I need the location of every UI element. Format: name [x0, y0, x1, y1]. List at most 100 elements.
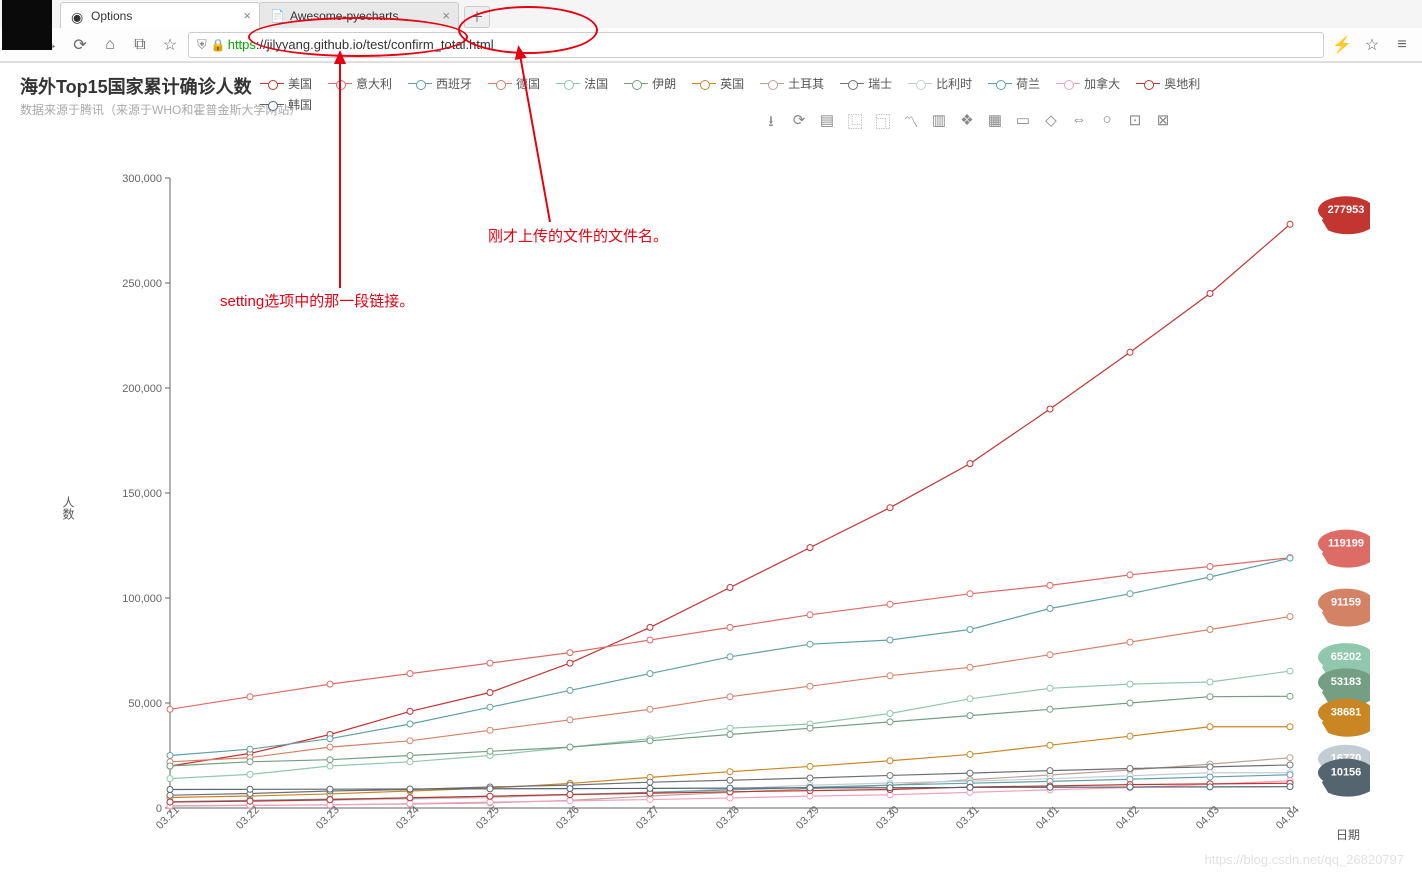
- svg-text:100,000: 100,000: [122, 593, 162, 605]
- legend-marker: [908, 79, 932, 89]
- tab-label: Options: [91, 9, 132, 23]
- svg-text:53183: 53183: [1331, 676, 1362, 688]
- legend-item[interactable]: 法国: [556, 75, 608, 92]
- bookmark-button[interactable]: ☆: [158, 33, 182, 57]
- svg-text:119199: 119199: [1328, 538, 1364, 550]
- brush-x-icon[interactable]: ⇔: [1070, 111, 1088, 136]
- reload-button[interactable]: ⟳: [68, 33, 92, 57]
- legend-item[interactable]: 美国: [260, 75, 312, 92]
- legend-label: 比利时: [936, 75, 972, 92]
- y-axis-title: 人数: [60, 496, 77, 520]
- browser-chrome: Options × Awesome-pyecharts × ＋ ← → ⟳ ⌂ …: [0, 0, 1422, 63]
- legend-marker: [760, 79, 784, 89]
- svg-text:50,000: 50,000: [128, 698, 162, 710]
- download-icon[interactable]: ⭳: [762, 111, 780, 136]
- plot-area: 人数 日期 050,000100,000150,000200,000250,00…: [110, 168, 1290, 848]
- tab-bar: Options × Awesome-pyecharts × ＋: [0, 0, 1422, 28]
- avatar: [2, 0, 52, 50]
- legend-label: 美国: [288, 75, 312, 92]
- brush-poly-icon[interactable]: ◇: [1042, 111, 1060, 136]
- legend-item[interactable]: 意大利: [328, 75, 392, 92]
- svg-text:10156: 10156: [1331, 767, 1362, 779]
- legend-label: 韩国: [288, 96, 312, 113]
- screenshot-button[interactable]: ⧉: [128, 33, 152, 57]
- annotation-ellipse-url: [248, 17, 468, 57]
- svg-text:250,000: 250,000: [122, 278, 162, 290]
- svg-text:150,000: 150,000: [122, 488, 162, 500]
- legend-label: 瑞士: [868, 75, 892, 92]
- shield-icon: ⛨: [197, 37, 207, 53]
- legend-item[interactable]: 比利时: [908, 75, 972, 92]
- legend-marker: [1056, 79, 1080, 89]
- legend-label: 德国: [516, 75, 540, 92]
- legend-marker: [624, 79, 648, 89]
- star-icon[interactable]: ☆: [1360, 33, 1384, 57]
- legend-label: 法国: [584, 75, 608, 92]
- legend-label: 英国: [720, 75, 744, 92]
- legend[interactable]: 美国 意大利 西班牙 德国 法国 伊朗 英国 土耳其 瑞士 比利时 荷兰 加拿大 奥地利韩国: [260, 75, 1242, 113]
- brush-keep-icon[interactable]: ⊡: [1126, 111, 1144, 136]
- legend-marker: [840, 79, 864, 89]
- file-icon: [270, 9, 284, 23]
- menu-icon[interactable]: ≡: [1390, 33, 1414, 57]
- legend-label: 荷兰: [1016, 75, 1040, 92]
- legend-item[interactable]: 奥地利: [1136, 75, 1200, 92]
- legend-item[interactable]: 荷兰: [988, 75, 1040, 92]
- annotation-text-filename: 刚才上传的文件的文件名。: [488, 225, 668, 246]
- svg-text:0: 0: [156, 803, 162, 815]
- legend-item[interactable]: 西班牙: [408, 75, 472, 92]
- brush-y-icon[interactable]: ○: [1098, 111, 1116, 136]
- legend-marker: [260, 100, 284, 110]
- lock-icon: 🔒: [211, 38, 226, 52]
- dataview-icon[interactable]: ▤: [818, 111, 836, 136]
- legend-item[interactable]: 伊朗: [624, 75, 676, 92]
- chart-container: 海外Top15国家累计确诊人数 数据来源于腾讯（来源于WHO和霍普金斯大学网站）…: [0, 63, 1422, 858]
- legend-label: 伊朗: [652, 75, 676, 92]
- svg-text:200,000: 200,000: [122, 383, 162, 395]
- legend-marker: [408, 79, 432, 89]
- zoom-in-icon[interactable]: ⿺: [846, 111, 864, 136]
- x-axis-title: 日期: [1336, 826, 1360, 843]
- legend-label: 土耳其: [788, 75, 824, 92]
- legend-item[interactable]: 瑞士: [840, 75, 892, 92]
- plot-svg: 0 50,000 100,000 150,000 200,000 250,000 300,0…: [110, 168, 1370, 868]
- svg-text:38681: 38681: [1331, 707, 1362, 719]
- legend-label: 加拿大: [1084, 75, 1120, 92]
- legend-marker: [1136, 79, 1160, 89]
- legend-item[interactable]: 土耳其: [760, 75, 824, 92]
- tiled-icon[interactable]: ▦: [986, 111, 1004, 136]
- close-icon[interactable]: ×: [243, 8, 251, 23]
- annotation-text-setting: setting选项中的那一段链接。: [220, 290, 414, 311]
- legend-marker: [692, 79, 716, 89]
- legend-marker: [260, 79, 284, 89]
- legend-item[interactable]: 韩国: [260, 96, 312, 113]
- svg-text:91159: 91159: [1331, 596, 1361, 608]
- brush-rect-icon[interactable]: ▭: [1014, 111, 1032, 136]
- nav-bar: ← → ⟳ ⌂ ⧉ ☆ ⛨ 🔒 https://jilyyang.github.…: [0, 28, 1422, 62]
- legend-marker: [556, 79, 580, 89]
- zoom-out-icon[interactable]: ⿹: [874, 111, 892, 136]
- svg-text:300,000: 300,000: [122, 173, 162, 185]
- legend-item[interactable]: 英国: [692, 75, 744, 92]
- tab-options[interactable]: Options ×: [60, 2, 260, 28]
- brush-clear-icon[interactable]: ⊠: [1154, 111, 1172, 136]
- toolbox: ⭳ ⟳ ▤ ⿺ ⿹ 〽 ▥ ❖ ▦ ▭ ◇ ⇔ ○ ⊡ ⊠: [762, 111, 1172, 136]
- legend-marker: [328, 79, 352, 89]
- legend-label: 意大利: [356, 75, 392, 92]
- close-icon[interactable]: ×: [442, 8, 450, 23]
- flash-icon[interactable]: ⚡: [1330, 33, 1354, 57]
- legend-label: 西班牙: [436, 75, 472, 92]
- line-icon[interactable]: 〽: [902, 111, 920, 136]
- legend-item[interactable]: 加拿大: [1056, 75, 1120, 92]
- legend-item[interactable]: 德国: [488, 75, 540, 92]
- bar-icon[interactable]: ▥: [930, 111, 948, 136]
- home-button[interactable]: ⌂: [98, 33, 122, 57]
- stack-icon[interactable]: ❖: [958, 111, 976, 136]
- svg-text:277953: 277953: [1328, 204, 1365, 216]
- refresh-icon[interactable]: ⟳: [790, 111, 808, 136]
- legend-label: 奥地利: [1164, 75, 1200, 92]
- annotation-ellipse-filename: [458, 6, 598, 54]
- legend-marker: [988, 79, 1012, 89]
- github-icon: [71, 9, 85, 23]
- watermark: https://blog.csdn.net/qq_26820797: [1205, 852, 1405, 867]
